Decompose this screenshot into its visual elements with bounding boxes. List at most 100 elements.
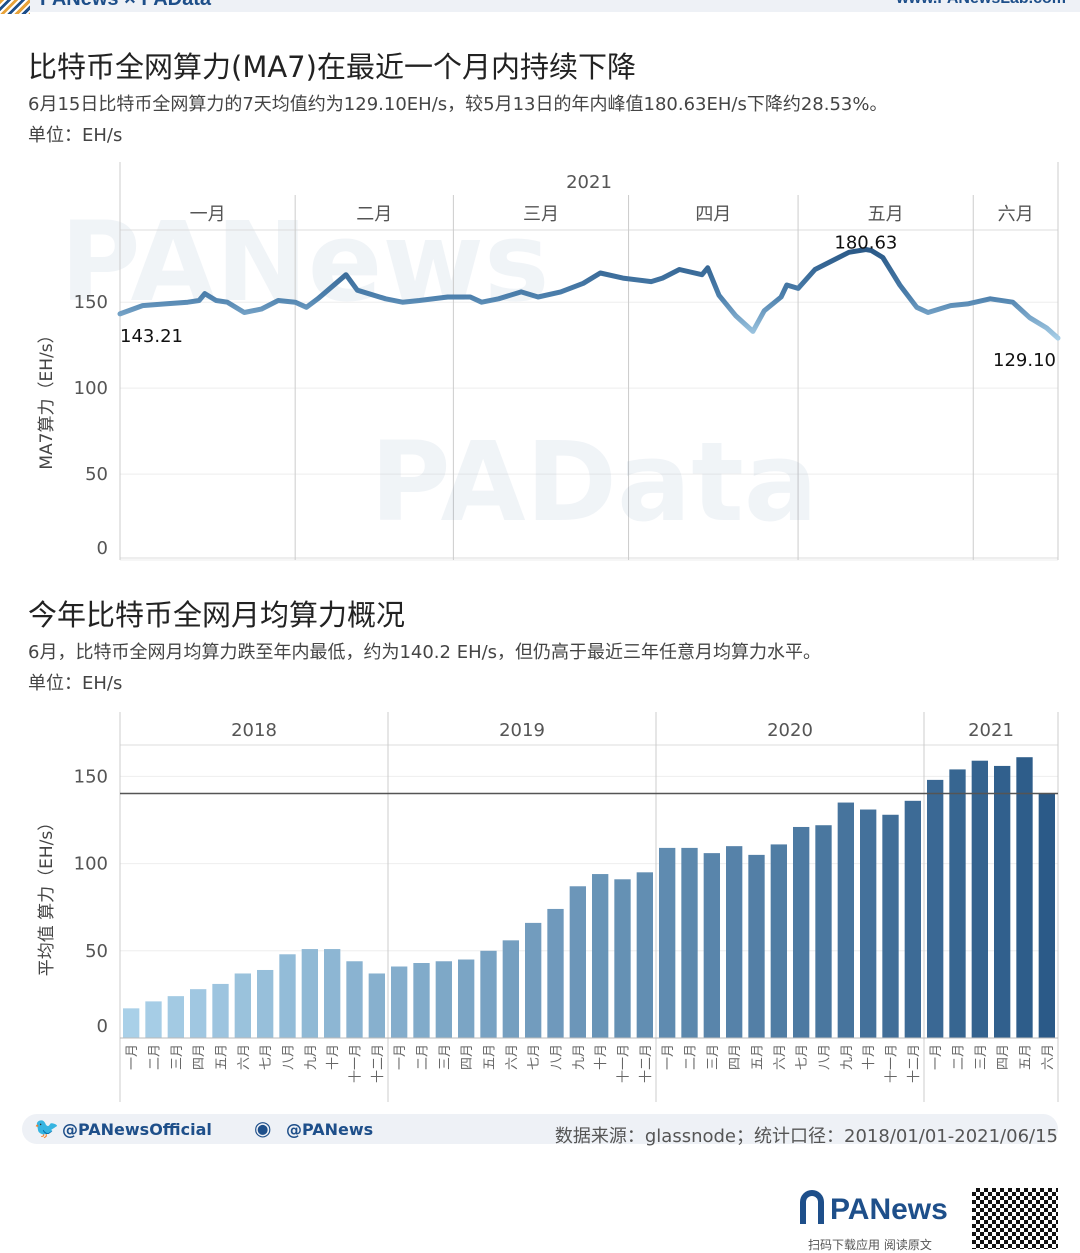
bar — [703, 853, 720, 1038]
bar — [257, 969, 274, 1038]
bar — [525, 922, 542, 1038]
x-tick-label: 一月 — [125, 1044, 140, 1070]
footer-band — [22, 1114, 1058, 1144]
y-tick-label: 50 — [85, 464, 108, 485]
x-tick-label: 九月 — [572, 1044, 587, 1070]
bar — [279, 954, 296, 1038]
bar — [949, 769, 966, 1038]
panews-logo: PANews — [830, 1193, 948, 1226]
chart2-unit: 单位：EH/s — [28, 673, 123, 694]
bar — [837, 802, 854, 1038]
x-tick-label: 四月 — [460, 1044, 475, 1070]
bar — [793, 826, 810, 1038]
year-label: 2019 — [499, 720, 545, 741]
bar — [324, 949, 341, 1038]
qr-caption: 扫码下载应用 阅读原文 — [808, 1238, 932, 1252]
watermark-padata: PAData — [370, 418, 818, 546]
bar — [592, 874, 609, 1038]
x-tick-label: 八月 — [550, 1044, 565, 1070]
x-tick-label: 三月 — [974, 1044, 989, 1070]
chart2-title: 今年比特币全网月均算力概况 — [28, 598, 406, 632]
bar — [391, 966, 408, 1038]
bar — [971, 760, 988, 1038]
month-label: 二月 — [356, 204, 392, 225]
chart1-unit: 单位：EH/s — [28, 125, 123, 146]
qr-code[interactable] — [972, 1188, 1058, 1249]
y-axis-label: 平均值 算力（EH/s） — [37, 814, 57, 977]
bar-chart: PAData 平均值 算力（EH/s） 0 50 100 150 2018 2019 202… — [37, 418, 1059, 1102]
header-band — [0, 0, 1080, 12]
bar — [860, 809, 877, 1038]
bar — [659, 847, 676, 1038]
month-label: 五月 — [868, 204, 904, 225]
x-tick-label: 三月 — [438, 1044, 453, 1070]
x-tick-label: 五月 — [483, 1044, 498, 1070]
bar — [458, 959, 475, 1038]
x-tick-label: 二月 — [148, 1044, 163, 1070]
x-tick-label: 四月 — [728, 1044, 743, 1070]
bar — [145, 1001, 162, 1038]
x-tick-label: 十二月 — [907, 1044, 922, 1083]
year-header: 2021 — [566, 172, 612, 193]
twitter-handle[interactable]: @PANewsOfficial — [62, 1120, 212, 1139]
month-label: 三月 — [523, 204, 559, 225]
y-tick-label: 0 — [97, 538, 108, 559]
data-label: 129.10 — [993, 350, 1056, 371]
x-tick-label: 一月 — [393, 1044, 408, 1070]
y-tick-label: 100 — [74, 854, 108, 875]
x-tick-label: 十月 — [326, 1044, 341, 1070]
hashrate-line — [117, 247, 1061, 341]
bar — [190, 989, 207, 1038]
chart2-subtitle: 6月，比特币全网月均算力跌至年内最低，约为140.2 EH/s，但仍高于最近三年… — [28, 642, 822, 663]
x-tick-label: 九月 — [304, 1044, 319, 1070]
x-tick-label: 三月 — [170, 1044, 185, 1070]
x-tick-label: 九月 — [840, 1044, 855, 1070]
weibo-handle[interactable]: @PANews — [286, 1120, 374, 1139]
x-tick-label: 五月 — [215, 1044, 230, 1070]
bar — [167, 996, 184, 1038]
x-tick-label: 一月 — [661, 1044, 676, 1070]
bar — [368, 973, 385, 1038]
x-tick-label: 二月 — [952, 1044, 967, 1070]
weibo-icon: ◉ — [254, 1116, 272, 1140]
x-tick-label: 十二月 — [371, 1044, 386, 1083]
x-tick-label: 四月 — [996, 1044, 1011, 1070]
x-tick-label: 二月 — [684, 1044, 699, 1070]
x-tick-label: 一月 — [929, 1044, 944, 1070]
x-tick-label: 七月 — [259, 1044, 274, 1070]
bar — [435, 961, 452, 1038]
chart1-title: 比特币全网算力(MA7)在最近一个月内持续下降 — [28, 50, 636, 84]
x-tick-label: 七月 — [527, 1044, 542, 1070]
bar — [904, 800, 921, 1038]
bar — [502, 940, 519, 1038]
brand-stripe-icon — [0, 0, 30, 14]
year-label: 2018 — [231, 720, 277, 741]
bar — [301, 949, 318, 1038]
x-tick-label: 五月 — [751, 1044, 766, 1070]
year-label: 2021 — [968, 720, 1014, 741]
bar — [234, 973, 251, 1038]
x-tick-label: 三月 — [706, 1044, 721, 1070]
bar — [547, 908, 564, 1038]
x-tick-label: 四月 — [192, 1044, 207, 1070]
bar — [614, 879, 631, 1038]
bar — [123, 1008, 140, 1038]
bar — [927, 779, 944, 1038]
x-tick-label: 五月 — [1019, 1044, 1034, 1070]
bar — [770, 844, 787, 1038]
bar — [748, 854, 765, 1038]
x-tick-label: 八月 — [282, 1044, 297, 1070]
brand-name: PANews × PAData — [40, 0, 211, 11]
data-label: 143.21 — [120, 326, 183, 347]
bar — [1016, 757, 1033, 1038]
month-label: 六月 — [998, 204, 1034, 225]
x-tick-label: 十一月 — [349, 1044, 364, 1083]
x-tick-label: 十一月 — [617, 1044, 632, 1083]
x-tick-label: 六月 — [237, 1044, 252, 1070]
line-chart: PANews 2021 MA7算力（EH/s） 050100150一月 二月 三月四… — [37, 162, 1061, 561]
bar — [882, 814, 899, 1038]
x-tick-label: 十一月 — [885, 1044, 900, 1083]
year-label: 2020 — [767, 720, 813, 741]
y-tick-label: 100 — [74, 378, 108, 399]
site-url[interactable]: www.PANewsLab.com — [896, 0, 1066, 8]
